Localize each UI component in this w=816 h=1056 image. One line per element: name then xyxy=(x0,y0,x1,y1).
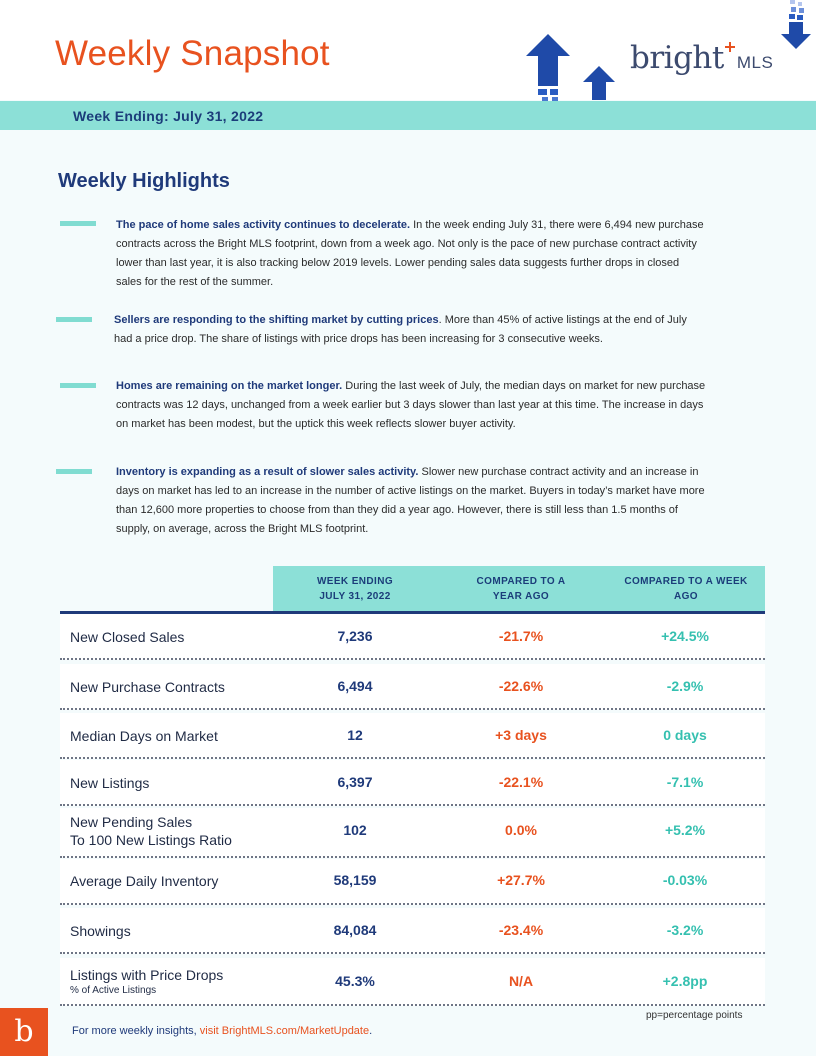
highlight-bullet-bar xyxy=(60,383,96,388)
table-row: New Purchase Contracts 6,494 -22.6% -2.9… xyxy=(60,664,765,710)
table-row: Showings 84,084 -23.4% -3.2% xyxy=(60,908,765,954)
table-row: Median Days on Market 12 +3 days 0 days xyxy=(60,713,765,759)
bright-mls-logo: bright MLS xyxy=(630,40,773,76)
table-row: New Closed Sales 7,236 -21.7% +24.5% xyxy=(60,614,765,660)
row-value: 45.3% xyxy=(335,973,375,989)
highlights-title: Weekly Highlights xyxy=(58,170,230,192)
row-divider xyxy=(60,757,765,759)
row-divider xyxy=(60,804,765,806)
highlight-lead: Homes are remaining on the market longer… xyxy=(116,380,343,392)
row-year-change: +27.7% xyxy=(497,872,545,888)
row-label: Listings with Price Drops % of Active Li… xyxy=(70,966,223,998)
row-week-change: -0.03% xyxy=(662,872,708,888)
table-header-band xyxy=(273,566,765,612)
row-year-change: -21.7% xyxy=(498,628,544,644)
logo-word: bright xyxy=(630,40,724,76)
highlight-item: Inventory is expanding as a result of sl… xyxy=(116,463,706,539)
row-value: 6,397 xyxy=(337,774,373,790)
week-ending-label: Week Ending: July 31, 2022 xyxy=(73,108,264,124)
row-week-change: +2.8pp xyxy=(662,973,708,989)
footer-lead: For more weekly insights, xyxy=(72,1025,200,1037)
highlight-item: The pace of home sales activity continue… xyxy=(116,216,706,292)
row-week-change: 0 days xyxy=(663,727,707,743)
row-label-line2: To 100 New Listings Ratio xyxy=(70,832,232,848)
logo-suffix: MLS xyxy=(736,53,774,72)
row-week-change: +5.2% xyxy=(664,822,706,838)
highlight-bullet-bar xyxy=(60,221,96,226)
row-label-line1: New Pending Sales xyxy=(70,814,193,830)
row-label: Showings xyxy=(70,923,131,939)
row-label-line1: Listings with Price Drops xyxy=(70,967,224,983)
footer-end: . xyxy=(369,1025,373,1037)
row-year-change: -22.1% xyxy=(498,774,544,790)
highlight-lead: Inventory is expanding as a result of sl… xyxy=(116,466,419,478)
row-divider xyxy=(60,952,765,954)
row-value: 6,494 xyxy=(337,678,373,694)
row-divider xyxy=(60,658,765,660)
highlight-lead: Sellers are responding to the shifting m… xyxy=(114,314,439,326)
row-year-change: 0.0% xyxy=(505,822,537,838)
row-value: 12 xyxy=(347,727,363,743)
arrow-down-icon xyxy=(781,0,811,49)
row-value: 7,236 xyxy=(337,628,373,644)
week-ending-bar: Week Ending: July 31, 2022 xyxy=(0,101,816,130)
row-label: Median Days on Market xyxy=(70,728,218,744)
row-week-change: +24.5% xyxy=(661,628,709,644)
column-header-year-ago: COMPARED TO A YEAR AGO xyxy=(476,576,566,602)
highlight-bullet-bar xyxy=(56,469,92,474)
row-divider xyxy=(60,708,765,710)
table-row: Average Daily Inventory 58,159 +27.7% -0… xyxy=(60,859,765,905)
row-label-sub: % of Active Listings xyxy=(70,985,157,996)
header-band xyxy=(0,0,816,100)
row-week-change: -3.2% xyxy=(666,922,704,938)
column-header-week-ending: WEEK ENDING JULY 31, 2022 xyxy=(316,576,394,602)
table-row: New Pending Sales To 100 New Listings Ra… xyxy=(60,808,765,858)
bright-b-logo-icon: b xyxy=(0,1008,48,1056)
footer-text: For more weekly insights, visit BrightML… xyxy=(72,1025,372,1037)
row-value: 102 xyxy=(343,822,367,838)
highlight-lead: The pace of home sales activity continue… xyxy=(116,219,411,231)
row-divider xyxy=(60,1004,765,1006)
market-update-link[interactable]: visit BrightMLS.com/MarketUpdate xyxy=(199,1025,370,1037)
logo-spark-icon xyxy=(724,42,735,52)
highlight-body: . More than 45% of active listings at th… xyxy=(114,314,687,345)
row-divider xyxy=(60,903,765,905)
row-label: New Purchase Contracts xyxy=(70,679,225,695)
row-year-change: -23.4% xyxy=(498,922,544,938)
row-week-change: -7.1% xyxy=(666,774,704,790)
highlight-body: During the last week of July, the median… xyxy=(116,380,706,430)
row-label: New Listings xyxy=(70,775,150,791)
highlight-body: In the week ending July 31, there were 6… xyxy=(116,219,704,288)
footnote-pp: pp=percentage points xyxy=(646,1010,743,1021)
highlight-item: Sellers are responding to the shifting m… xyxy=(114,311,704,349)
highlight-bullet-bar xyxy=(56,317,92,322)
row-year-change: +3 days xyxy=(495,727,547,743)
highlight-item: Homes are remaining on the market longer… xyxy=(116,377,706,434)
table-header-rule xyxy=(60,611,765,614)
row-divider xyxy=(60,856,765,858)
column-header-week-ago: COMPARED TO A WEEK AGO xyxy=(624,576,748,602)
table-row: Listings with Price Drops % of Active Li… xyxy=(60,958,765,1006)
row-value: 84,084 xyxy=(333,922,377,938)
highlight-body: Slower new purchase contract activity an… xyxy=(116,466,705,535)
row-label: New Closed Sales xyxy=(70,629,185,645)
row-label: Average Daily Inventory xyxy=(70,873,219,889)
page-title: Weekly Snapshot xyxy=(55,34,330,73)
table-row: New Listings 6,397 -22.1% -7.1% xyxy=(60,760,765,806)
row-week-change: -2.9% xyxy=(666,678,704,694)
row-year-change: -22.6% xyxy=(498,678,544,694)
row-value: 58,159 xyxy=(333,872,377,888)
row-label: New Pending Sales To 100 New Listings Ra… xyxy=(70,813,232,849)
row-year-change: N/A xyxy=(508,973,534,989)
